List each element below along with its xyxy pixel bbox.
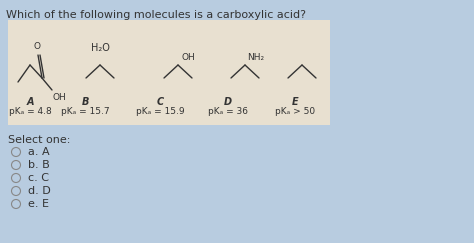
Bar bbox=[8, 20, 330, 125]
Text: pKₐ > 50: pKₐ > 50 bbox=[275, 107, 315, 116]
Text: a. A: a. A bbox=[28, 147, 50, 157]
Text: OH: OH bbox=[182, 53, 196, 62]
Text: D: D bbox=[224, 97, 232, 107]
Text: c. C: c. C bbox=[28, 173, 49, 183]
Text: e. E: e. E bbox=[28, 199, 49, 209]
Text: H₂O: H₂O bbox=[91, 43, 109, 53]
Text: E: E bbox=[292, 97, 298, 107]
Text: pKₐ = 15.9: pKₐ = 15.9 bbox=[136, 107, 184, 116]
Text: d. D: d. D bbox=[28, 186, 51, 196]
Text: B: B bbox=[82, 97, 89, 107]
Text: pKₐ = 4.8: pKₐ = 4.8 bbox=[9, 107, 51, 116]
Text: OH: OH bbox=[53, 93, 67, 102]
Text: Select one:: Select one: bbox=[8, 135, 70, 145]
Text: pKₐ = 15.7: pKₐ = 15.7 bbox=[61, 107, 109, 116]
Text: O: O bbox=[34, 42, 40, 51]
Text: NH₂: NH₂ bbox=[247, 53, 264, 62]
Text: Which of the following molecules is a carboxylic acid?: Which of the following molecules is a ca… bbox=[6, 10, 306, 20]
Text: b. B: b. B bbox=[28, 160, 50, 170]
Text: C: C bbox=[156, 97, 164, 107]
Text: pKₐ = 36: pKₐ = 36 bbox=[208, 107, 248, 116]
Text: A: A bbox=[26, 97, 34, 107]
